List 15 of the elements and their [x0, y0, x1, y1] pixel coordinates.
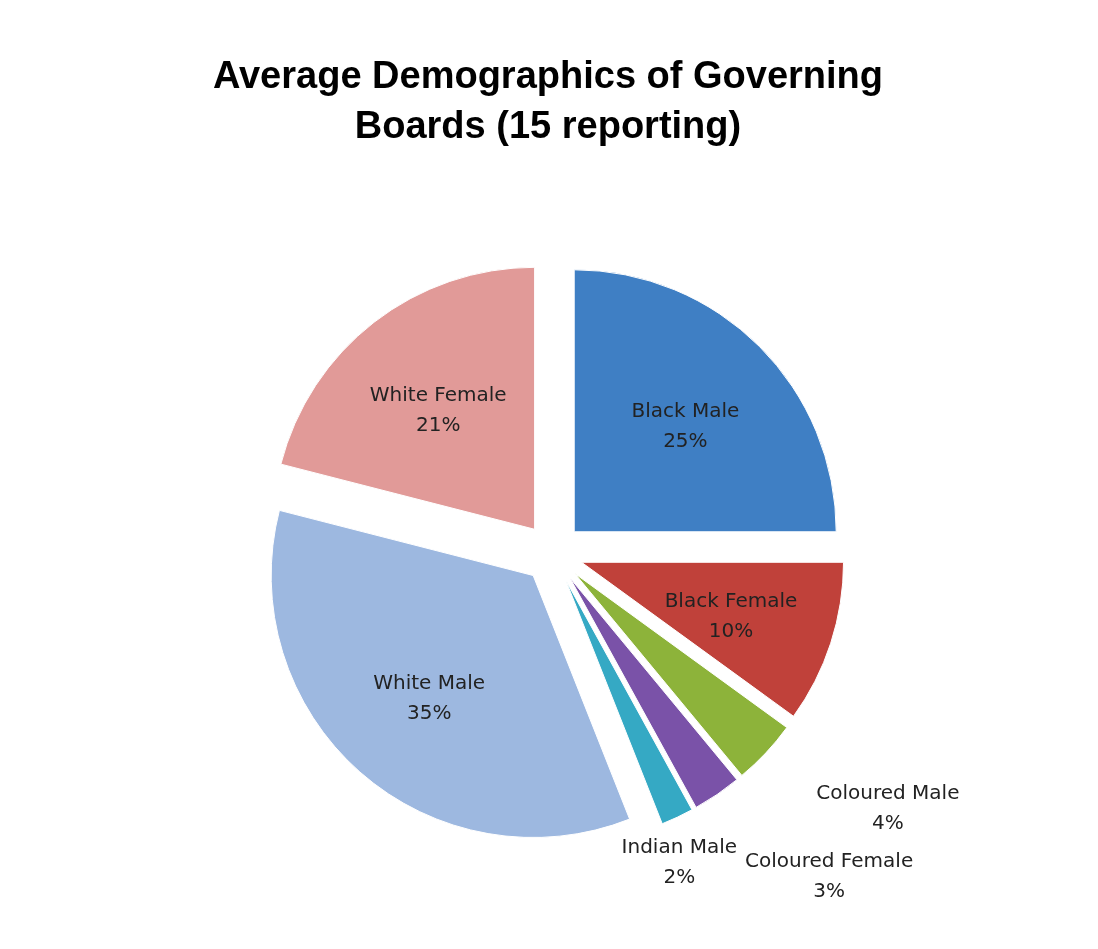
slice-label: Coloured Female [745, 847, 914, 872]
data-label: 4% [871, 809, 904, 834]
slice-label: Indian Male [621, 834, 738, 859]
chart-title: Average Demographics of Governing Boards (15 reporting) [212, 54, 884, 146]
slice-label: White Male [373, 670, 486, 695]
data-label: 35% [406, 700, 452, 725]
data-label: 21% [416, 412, 461, 437]
data-label: 2% [663, 864, 696, 889]
slice-label: Coloured Male [816, 779, 960, 804]
slice-label: White Female [369, 382, 507, 407]
data-label: 10% [708, 617, 754, 642]
data-label: 3% [813, 877, 845, 902]
slice-label: Black Male [631, 397, 740, 422]
data-label: 25% [663, 427, 708, 452]
slice-label: Black Female [664, 587, 798, 612]
